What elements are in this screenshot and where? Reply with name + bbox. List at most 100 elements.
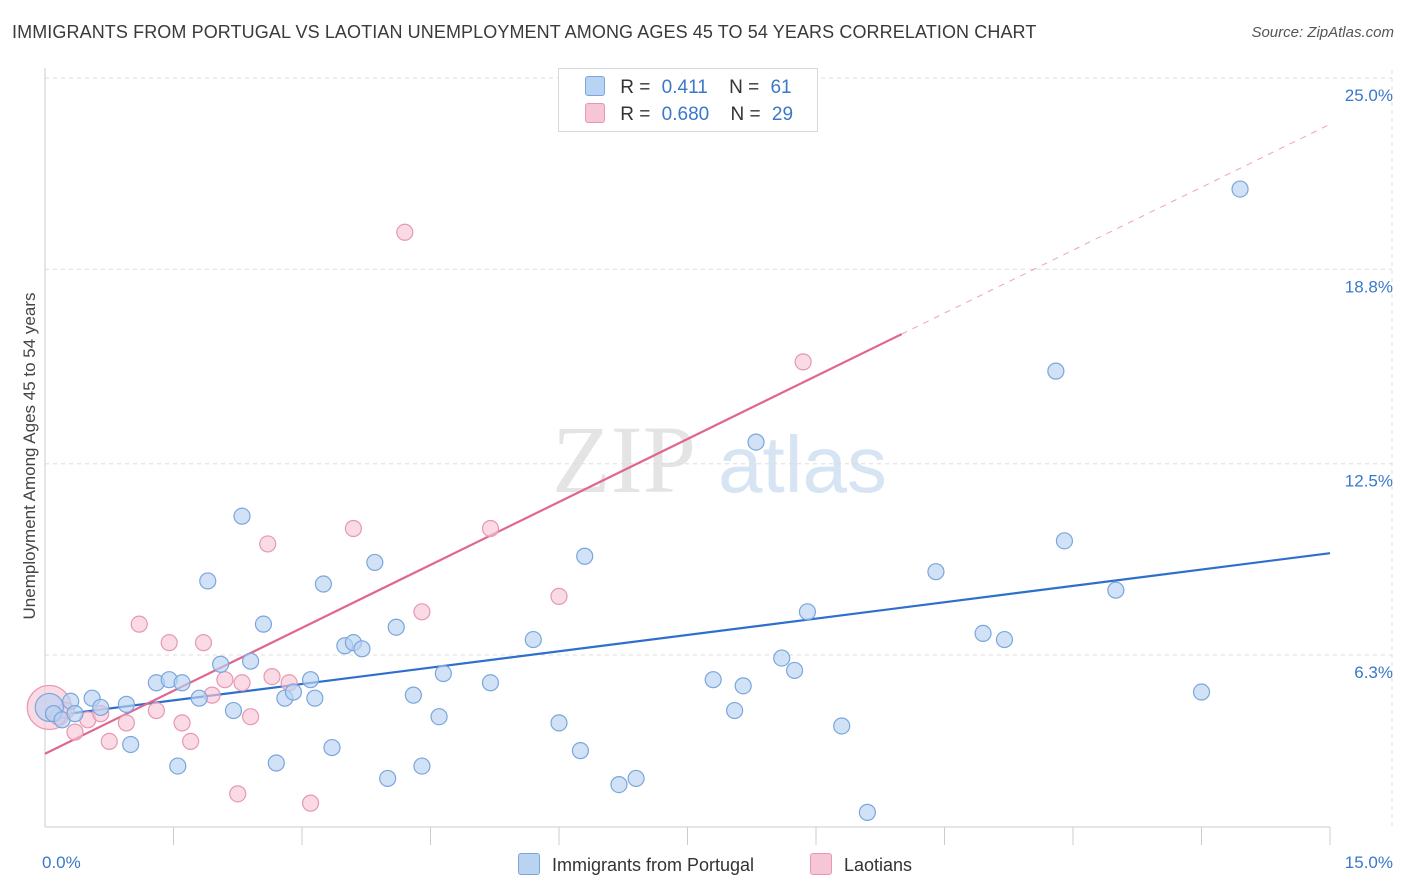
legend-n-value: 29 [771,104,794,125]
bottom-legend-label-laotians: Laotians [844,855,913,875]
legend-row-portugal: R = 0.411 N = 61 [585,76,792,98]
legend-swatch-laotians [585,103,605,123]
point-portugal [366,553,384,572]
point-portugal [430,708,448,726]
source-label: Source: ZipAtlas.com [1251,24,1394,41]
y-tick-label: 12.5% [1345,472,1393,491]
legend-n-label: N = [730,104,761,125]
point-portugal [66,705,84,723]
point-portugal [404,686,422,704]
point-portugal [747,433,765,451]
point-portugal [481,674,500,692]
point-laotians [263,667,281,686]
legend-r-label: R = [620,104,651,125]
bottom-legend-label-portugal: Immigrants from Portugal [552,855,755,875]
x-tick-label: 15.0% [1345,853,1393,872]
bottom-legend-swatch-portugal [518,853,540,875]
watermark-atlas: atlas [718,420,887,509]
point-portugal [833,717,851,735]
bottom-legend-swatch-laotians [810,853,832,875]
trend-line-laotians-extension [901,123,1331,335]
y-tick-label: 25.0% [1345,86,1393,105]
point-laotians [194,634,213,652]
legend-n-label: N = [729,77,760,98]
point-laotians [160,634,178,652]
point-portugal [117,695,135,713]
point-laotians [413,603,431,621]
point-portugal [434,664,452,683]
legend-n-value: 61 [770,77,792,98]
data-points [26,180,1249,821]
point-portugal [1055,532,1074,550]
point-portugal [1231,180,1249,198]
point-portugal [242,652,260,670]
point-laotians [182,732,200,750]
watermark: ZIP atlas [552,406,887,513]
point-portugal [301,671,320,689]
point-portugal [173,674,191,692]
point-portugal [379,769,397,788]
y-tick-label: 18.8% [1345,277,1393,296]
bottom-legend-portugal: Immigrants from Portugal [518,853,754,875]
point-portugal [773,649,791,667]
point-portugal [267,754,285,772]
point-portugal [306,689,324,707]
trend-line-portugal [44,552,1331,718]
point-laotians [147,701,165,720]
point-portugal [353,640,371,658]
watermark-zip: ZIP [552,406,696,513]
point-portugal [413,757,431,775]
point-portugal [1047,362,1065,380]
trend-line-laotians [44,333,903,755]
point-laotians [233,674,251,692]
point-laotians [173,714,191,732]
tick-labels: 6.3% 12.5% 18.8% 25.0% 0.0% 15.0% [42,86,1393,872]
bottom-legend-laotians: Laotians [810,853,912,875]
point-portugal [576,547,594,565]
point-laotians [66,723,84,741]
point-portugal [785,661,804,680]
point-portugal [314,575,333,593]
point-laotians [130,615,148,633]
point-portugal [190,689,208,707]
point-portugal [387,618,405,636]
point-portugal [212,655,230,673]
point-portugal [122,735,140,754]
point-portugal [524,630,542,649]
point-laotians [100,732,118,750]
point-portugal [726,701,744,720]
point-laotians [481,519,500,538]
gridlines [45,70,1393,827]
point-portugal [858,803,877,821]
legend-row-laotians: R = 0.680 N = 29 [585,103,793,125]
chart-title: IMMIGRANTS FROM PORTUGAL VS LAOTIAN UNEM… [12,22,1037,42]
point-portugal [323,738,341,757]
point-portugal [995,630,1014,649]
point-portugal [199,572,217,590]
point-laotians [242,708,260,726]
point-portugal [284,683,303,701]
point-portugal [704,671,722,689]
point-portugal [610,775,628,794]
point-portugal [1192,683,1211,701]
y-tick-label: 6.3% [1354,663,1393,682]
point-laotians [550,587,568,605]
point-laotians [344,519,362,538]
legend-r-label: R = [620,77,651,98]
point-portugal [169,757,187,775]
point-portugal [927,563,945,581]
point-laotians [396,223,414,241]
point-laotians [229,785,247,803]
trend-lines [44,123,1331,755]
legend-r-value: 0.680 [661,104,710,125]
legend-r-value: 0.411 [661,77,708,98]
point-portugal [974,624,992,643]
point-portugal [734,677,752,695]
correlation-legend: R = 0.411 N = 61 R = 0.680 N = 29 [558,68,818,132]
point-portugal [1107,581,1125,599]
point-portugal [627,769,645,788]
point-portugal [92,698,110,717]
point-portugal [550,714,568,732]
point-laotians [301,794,320,812]
